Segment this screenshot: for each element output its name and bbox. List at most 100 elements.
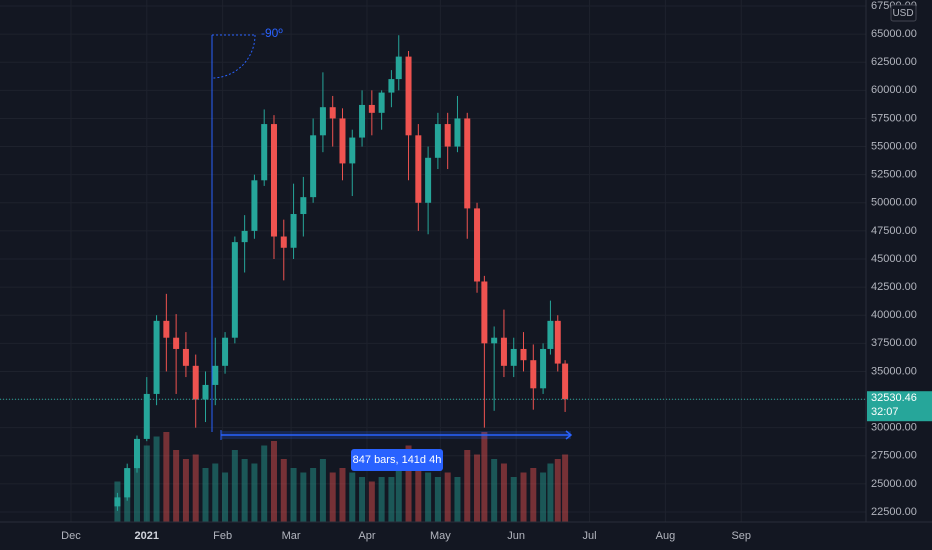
measure-label: 847 bars, 141d 4h [353, 454, 442, 466]
volume-bar [562, 454, 569, 522]
currency-label: USD [892, 8, 913, 19]
y-tick-label: 55000.00 [871, 140, 917, 152]
volume-bar [182, 459, 189, 522]
volume-bar [464, 450, 471, 522]
volume-bar [474, 454, 481, 522]
volume-bar [133, 459, 140, 522]
volume-bar [500, 463, 507, 522]
y-tick-label: 27500.00 [871, 450, 917, 462]
y-tick-label: 30000.00 [871, 422, 917, 434]
candle-body [444, 124, 451, 147]
candle-body [310, 135, 317, 198]
y-tick-label: 52500.00 [871, 169, 917, 181]
volume-bar [444, 472, 451, 522]
candle-body [222, 337, 229, 366]
candle-body [261, 124, 268, 181]
candle-body [491, 337, 498, 344]
candle-body [405, 56, 412, 136]
volume-bar [415, 459, 422, 522]
candle-body [329, 107, 336, 119]
volume-bar [241, 459, 248, 522]
volume-bar [192, 454, 199, 522]
candle-body [319, 107, 326, 136]
grid [0, 0, 866, 522]
candle-body [520, 348, 527, 361]
volume-bar [388, 477, 395, 522]
volume-bar [300, 472, 307, 522]
volume-bar [349, 472, 356, 522]
y-tick-label: 50000.00 [871, 197, 917, 209]
last-price-label: 32530.46 [871, 392, 917, 404]
volume-bar [510, 477, 517, 522]
volume-bar [222, 472, 229, 522]
x-tick-label: Sep [731, 530, 751, 542]
candle-body [359, 104, 366, 138]
x-tick-label: Aug [656, 530, 676, 542]
volume-layer [114, 432, 569, 522]
candle-body [395, 56, 402, 80]
candle-body [349, 137, 356, 164]
y-tick-label: 25000.00 [871, 478, 917, 490]
candle-body [540, 348, 547, 389]
y-tick-label: 45000.00 [871, 253, 917, 265]
candle-body [368, 104, 375, 113]
candle-body [212, 365, 219, 385]
volume-bar [173, 450, 180, 522]
volume-bar [454, 477, 461, 522]
y-tick-label: 42500.00 [871, 281, 917, 293]
volume-bar [339, 468, 346, 522]
candle-body [173, 337, 180, 349]
x-tick-label: Feb [213, 530, 232, 542]
volume-bar [405, 445, 412, 522]
volume-bar [251, 463, 258, 522]
candle-body [133, 438, 140, 469]
candle-body [434, 124, 441, 158]
x-tick-label: May [430, 530, 451, 542]
angle-label: -90º [261, 26, 283, 40]
candle-body [163, 320, 170, 338]
volume-bar [231, 450, 238, 522]
volume-bar [520, 472, 527, 522]
x-tick-label: Apr [358, 530, 375, 542]
volume-bar [530, 468, 537, 522]
volume-bar [378, 477, 385, 522]
volume-bar [212, 463, 219, 522]
x-tick-label: Jun [507, 530, 525, 542]
volume-bar [153, 436, 160, 522]
candle-body [547, 320, 554, 349]
candle-body [554, 320, 561, 364]
volume-bar [280, 459, 287, 522]
candle-body [153, 320, 160, 394]
candle-body [500, 337, 507, 366]
x-tick-label: 2021 [135, 530, 159, 542]
candle-body [280, 236, 287, 248]
volume-bar [319, 459, 326, 522]
candle-body [182, 348, 189, 366]
volume-bar [261, 445, 268, 522]
y-tick-label: 47500.00 [871, 225, 917, 237]
volume-bar [491, 459, 498, 522]
candle-body [388, 79, 395, 93]
y-tick-label: 37500.00 [871, 337, 917, 349]
volume-bar [395, 468, 402, 522]
candle-body [143, 393, 150, 439]
measure-box [351, 449, 443, 471]
candle-body [114, 497, 121, 507]
candle-body [124, 468, 131, 498]
measure-arrow [565, 430, 573, 440]
y-tick-label: 40000.00 [871, 309, 917, 321]
last-price-badge [867, 391, 932, 422]
volume-bar [359, 477, 366, 522]
volume-bar [368, 481, 375, 522]
volume-bar [310, 468, 317, 522]
volume-bar [202, 468, 209, 522]
currency-badge[interactable] [890, 4, 917, 22]
y-tick-label: 65000.00 [871, 28, 917, 40]
candle-body [481, 281, 488, 344]
candle-layer [0, 35, 866, 511]
y-tick-label: 22500.00 [871, 506, 917, 518]
volume-bar [434, 477, 441, 522]
volume-bar [540, 472, 547, 522]
